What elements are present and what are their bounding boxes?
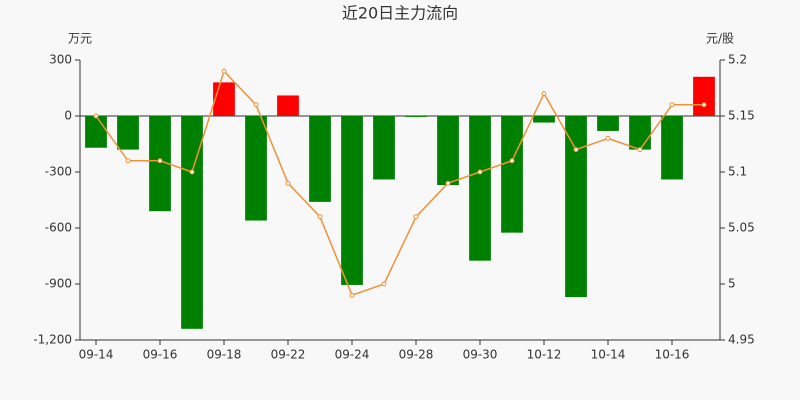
y2-tick-label: 5.15 [728,109,755,123]
x-tick-label: 09-18 [207,348,242,362]
y2-tick-label: 5 [728,277,736,291]
price-point [285,180,291,186]
price-point [413,214,419,220]
price-point [509,158,515,164]
bar [213,82,235,116]
bar [245,116,267,221]
price-point [573,147,579,153]
price-point [477,169,483,175]
price-point [125,158,131,164]
bar [405,116,427,117]
y-tick-label: -900 [45,277,72,291]
bar [437,116,459,186]
x-tick-label: 09-14 [79,348,114,362]
bar [565,116,587,298]
y2-tick-label: 5.2 [728,53,747,67]
bar [277,95,299,116]
x-tick-label: 10-12 [527,348,562,362]
x-tick-label: 10-16 [655,348,690,362]
bar [469,116,491,261]
price-point [221,68,227,74]
y-tick-label: -300 [45,165,72,179]
y-tick-label: -1,200 [33,333,72,347]
bar [181,116,203,329]
x-tick-label: 09-16 [143,348,178,362]
bar [341,116,363,285]
bar [373,116,395,180]
x-tick-label: 09-22 [271,348,306,362]
y-tick-label: 0 [64,109,72,123]
bar [533,116,555,123]
y2-tick-label: 5.1 [728,165,747,179]
price-point [445,180,451,186]
price-point [381,281,387,287]
y2-axis-label: 元/股 [706,32,734,46]
bar [501,116,523,233]
price-point [93,113,99,119]
price-point [157,158,163,164]
x-tick-label: 10-14 [591,348,626,362]
bar [117,116,139,150]
price-point [317,214,323,220]
price-point [669,102,675,108]
chart-title: 近20日主力流向 [342,4,458,23]
price-point [637,147,643,153]
price-point [701,102,707,108]
price-point [253,102,259,108]
bar [629,116,651,150]
y-axis-label: 万元 [68,32,92,46]
price-point [541,91,547,97]
price-point [189,169,195,175]
bar [661,116,683,180]
y-tick-label: -600 [45,221,72,235]
bar [309,116,331,202]
y-tick-label: 300 [49,53,72,67]
y2-tick-label: 5.05 [728,221,755,235]
price-point [349,292,355,298]
x-tick-label: 09-24 [335,348,370,362]
bar [149,116,171,212]
price-line [95,69,704,297]
price-point [605,135,611,141]
y2-tick-label: 4.95 [728,333,755,347]
bar [597,116,619,131]
bar [693,76,715,116]
x-tick-label: 09-28 [399,348,434,362]
x-tick-label: 09-30 [463,348,498,362]
bar [85,116,107,148]
